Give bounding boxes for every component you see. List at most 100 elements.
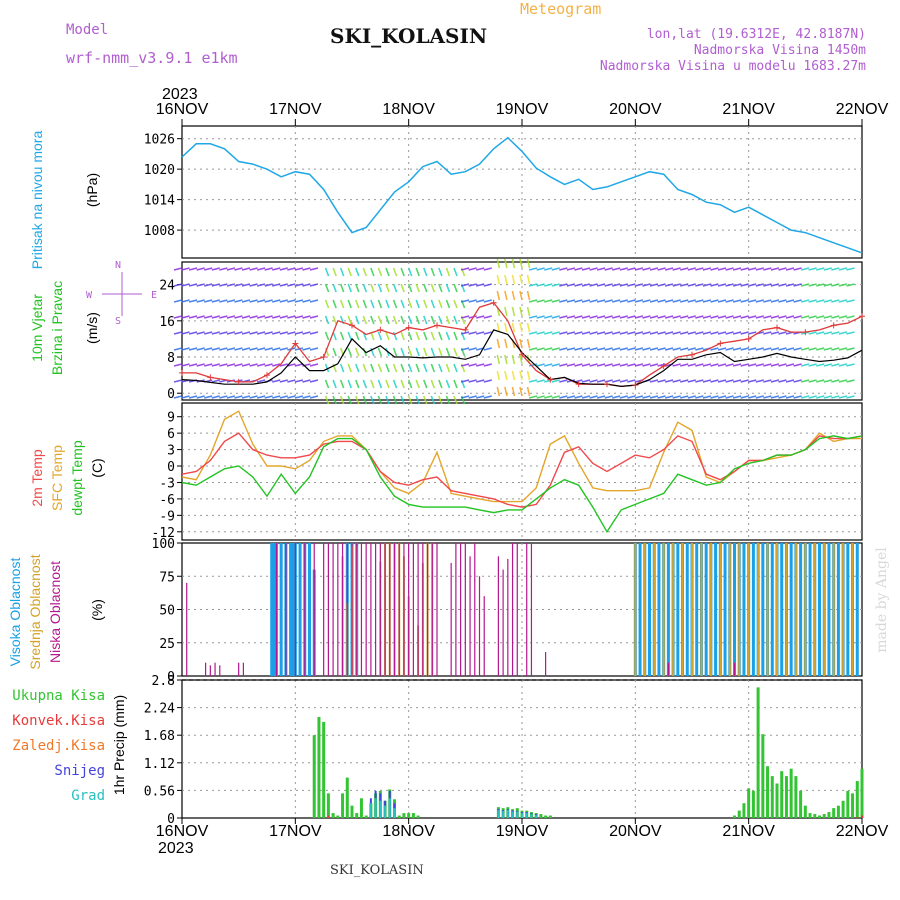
wind-barb: [642, 267, 651, 271]
precip-bar: [544, 815, 548, 818]
gust-marker: [859, 313, 865, 320]
wind-barb: [755, 347, 764, 351]
cloud-bar: [370, 543, 372, 676]
wind-barb: [287, 395, 296, 399]
top-time-label: 20NOV: [609, 101, 662, 118]
wind-barb: [460, 347, 470, 351]
wind-barb: [574, 363, 583, 367]
wind-barb: [219, 267, 228, 271]
wind-barb: [649, 315, 659, 319]
wind-barb: [496, 386, 501, 397]
wind-barb: [196, 267, 205, 271]
wind-barb: [808, 267, 817, 271]
wind-barb: [355, 363, 360, 373]
wind-barb: [740, 379, 749, 383]
wind-barb: [566, 267, 576, 271]
precip-bar: [855, 781, 859, 818]
wind-barb: [702, 299, 712, 303]
cloud-bar: [526, 543, 528, 676]
wind-barb: [649, 363, 659, 367]
wind-barb: [755, 363, 764, 367]
wind-barb: [415, 267, 420, 277]
wind-barb: [279, 267, 288, 271]
wind-barb: [272, 315, 281, 319]
wind-barb: [680, 347, 689, 351]
precip-conv-label: Konvek.Kisa: [12, 713, 105, 729]
wind-barb: [204, 363, 213, 367]
wind-barb: [732, 395, 742, 399]
wind-barb: [423, 379, 428, 389]
cloud-bar: [436, 543, 438, 676]
wind-barb: [196, 283, 205, 287]
wind-barb: [664, 299, 674, 303]
cloud-bar: [681, 543, 684, 676]
wind-barb: [725, 363, 734, 367]
wind-barb: [748, 331, 757, 335]
wind-barb: [468, 331, 477, 335]
cloud-bar: [384, 543, 386, 676]
cloud-bar: [714, 543, 718, 676]
wind-barb: [496, 258, 501, 269]
wind-barb: [649, 299, 659, 303]
wind-barb: [763, 331, 772, 335]
wind-barb: [664, 347, 674, 351]
wind-barb: [785, 267, 795, 271]
wind-barb: [544, 315, 553, 319]
wind-barb: [725, 267, 734, 271]
precip-bar: [327, 815, 330, 818]
pressure-line: [181, 136, 863, 254]
wind-barb: [528, 315, 538, 319]
wind-barb: [612, 299, 621, 303]
wind-barb: [755, 283, 764, 287]
y-tick-label: 100: [152, 537, 175, 552]
wind-barb: [407, 315, 413, 325]
wind-barb: [438, 267, 443, 277]
wind-barb: [526, 370, 531, 381]
precip-bar: [407, 813, 411, 818]
wind-barb: [355, 315, 360, 325]
wind-barb: [287, 363, 296, 367]
wind-barb: [800, 395, 810, 399]
cloud-bar: [757, 543, 760, 676]
wind-barb: [264, 395, 273, 399]
wind-barb: [294, 363, 304, 367]
wind-barb: [188, 299, 198, 303]
wind-barb: [196, 347, 205, 351]
wind-barb: [400, 331, 405, 341]
cloud-bar: [507, 558, 509, 676]
wind-barb: [423, 347, 428, 357]
wind-barb: [294, 283, 304, 287]
cloud-bar: [426, 543, 429, 676]
wind-barb: [438, 347, 443, 357]
wind-barb: [438, 299, 443, 309]
wind-barb: [657, 363, 666, 367]
wind-barb: [551, 315, 560, 319]
wind-barb: [589, 283, 598, 287]
cloud-bar: [474, 543, 476, 676]
cloud-bar: [289, 543, 293, 676]
wind-barb: [370, 267, 375, 277]
cloud-bar: [379, 543, 381, 676]
wind-barb: [385, 363, 390, 373]
wind-barb: [710, 299, 719, 303]
wind-barb: [717, 379, 727, 383]
wind-barb: [695, 363, 704, 367]
wind-barb: [519, 258, 523, 269]
wind-barb: [392, 347, 398, 357]
wind-barb: [241, 347, 251, 351]
wind-barb: [196, 395, 205, 399]
wind-barb: [211, 299, 220, 303]
cloud-unit: (%): [89, 599, 105, 621]
wind-barb: [717, 395, 727, 399]
wind-barb: [672, 331, 681, 335]
wind-barb: [188, 347, 198, 351]
wind-barb: [823, 299, 832, 303]
wind-barb: [838, 267, 848, 271]
precip-bar: [350, 805, 354, 818]
wind-barb: [808, 395, 817, 399]
wind-barb: [748, 395, 757, 399]
wind-barb: [649, 331, 659, 335]
wind-barb: [324, 395, 330, 405]
wind-barb: [740, 315, 749, 319]
wind-barb: [793, 395, 802, 399]
